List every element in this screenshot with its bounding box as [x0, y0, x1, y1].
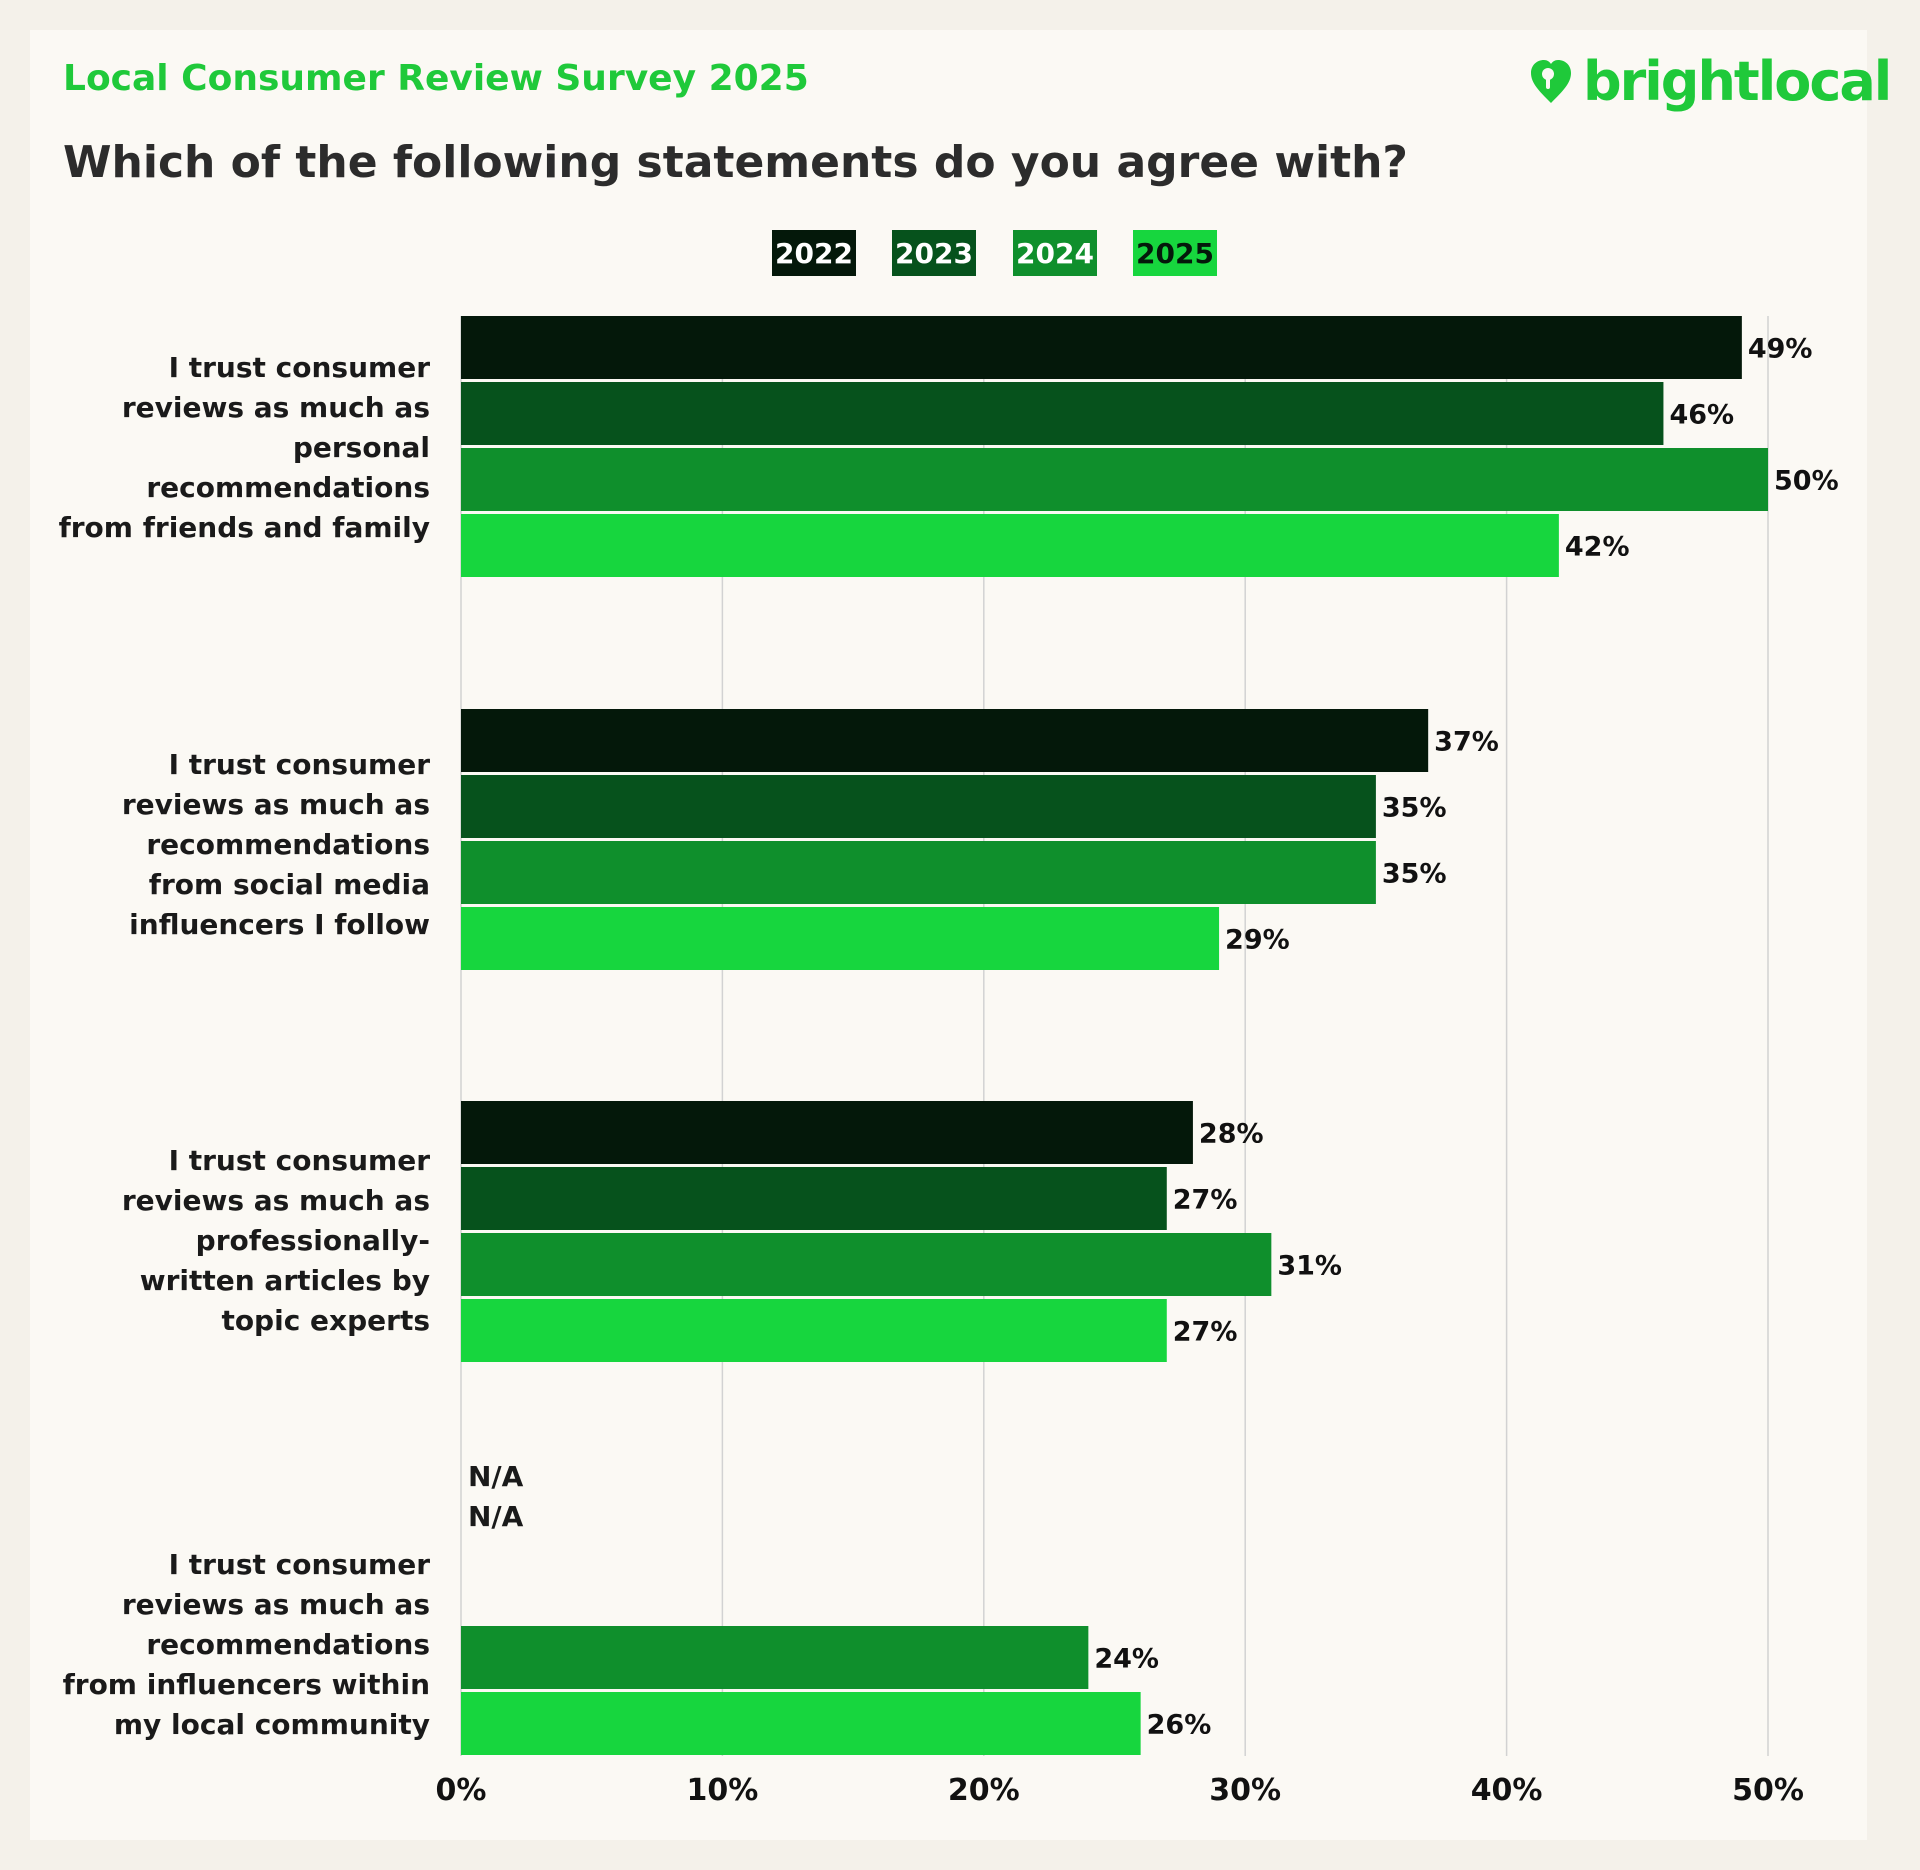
- x-tick-label: 50%: [1732, 1773, 1804, 1808]
- bar-value-label: 49%: [1748, 334, 1813, 365]
- category-label-line: I trust consumer: [168, 351, 430, 384]
- bar-2023: [461, 1167, 1167, 1230]
- bar-2024: [461, 1626, 1089, 1689]
- bar-value-label: 46%: [1669, 400, 1734, 431]
- survey-subtitle: Local Consumer Review Survey 2025: [63, 58, 809, 99]
- bar-2022: [461, 316, 1742, 379]
- chart-question: Which of the following statements do you…: [63, 137, 1408, 188]
- bar-value-label: 27%: [1173, 1317, 1238, 1348]
- bar-2025: [461, 907, 1220, 970]
- x-tick-label: 40%: [1471, 1773, 1543, 1808]
- bar-2025: [461, 1299, 1167, 1362]
- brand-logo[interactable]: brightlocal: [1525, 46, 1892, 116]
- category-label: I trust consumer reviews as much as recomm…: [40, 745, 430, 945]
- bar-2022: [461, 1101, 1193, 1164]
- bar-value-label: 26%: [1147, 1710, 1212, 1741]
- na-label: N/A: [468, 1460, 524, 1493]
- category-label-line: influencers I follow: [129, 908, 430, 941]
- x-tick-label: 30%: [1209, 1773, 1281, 1808]
- bar-2025: [461, 1692, 1141, 1755]
- x-tick-label: 20%: [948, 1773, 1020, 1808]
- category-label-line: from social media: [148, 868, 430, 901]
- category-label-line: I trust consumer: [168, 1548, 430, 1581]
- bar-2025: [461, 514, 1559, 577]
- category-label-line: reviews as much as: [121, 1184, 430, 1217]
- bar-value-label: 28%: [1199, 1119, 1264, 1150]
- bar-value-label: 37%: [1434, 727, 1499, 758]
- category-label: I trust consumer reviews as much as profes…: [40, 1141, 430, 1341]
- bar-value-label: 29%: [1225, 925, 1290, 956]
- bar-2023: [461, 775, 1376, 838]
- bar-value-label: 50%: [1774, 466, 1839, 497]
- legend-item-2024: 2024: [1013, 230, 1097, 276]
- bar-value-label: 24%: [1094, 1644, 1159, 1675]
- category-label: I trust consumer reviews as much as person…: [40, 348, 430, 548]
- category-label-line: from influencers within: [62, 1668, 430, 1701]
- bar-2024: [461, 841, 1376, 904]
- category-label-line: recommendations: [146, 828, 430, 861]
- bar-2024: [461, 448, 1768, 511]
- category-label-line: topic experts: [221, 1304, 430, 1337]
- category-label-line: I trust consumer: [168, 1144, 430, 1177]
- bar-value-label: 31%: [1277, 1251, 1342, 1282]
- category-label-line: my local community: [113, 1708, 430, 1741]
- legend-item-2025: 2025: [1133, 230, 1217, 276]
- na-label: N/A: [468, 1500, 524, 1533]
- location-heart-icon: [1531, 60, 1571, 103]
- bar-2022: [461, 709, 1429, 772]
- bar-value-label: 35%: [1382, 859, 1447, 890]
- category-label-line: personal: [292, 431, 430, 464]
- bar-value-label: 27%: [1173, 1185, 1238, 1216]
- category-label-line: professionally-: [195, 1224, 430, 1257]
- category-label-line: reviews as much as: [121, 391, 430, 424]
- legend-item-2022: 2022: [772, 230, 856, 276]
- bar-2023: [461, 382, 1664, 445]
- category-label-line: reviews as much as: [121, 1588, 430, 1621]
- x-tick-label: 10%: [686, 1773, 758, 1808]
- category-label-line: recommendations: [146, 1628, 430, 1661]
- bar-value-label: 35%: [1382, 793, 1447, 824]
- bar-2024: [461, 1233, 1272, 1296]
- category-label-line: from friends and family: [58, 511, 430, 544]
- category-label: I trust consumer reviews as much as recomm…: [40, 1545, 430, 1745]
- category-label-line: reviews as much as: [121, 788, 430, 821]
- category-label-line: written articles by: [139, 1264, 430, 1297]
- category-label-line: recommendations: [146, 471, 430, 504]
- x-tick-label: 0%: [436, 1773, 487, 1808]
- logo-text: brightlocal: [1583, 49, 1892, 113]
- legend-item-2023: 2023: [892, 230, 976, 276]
- bar-value-label: 42%: [1565, 532, 1630, 563]
- category-label-line: I trust consumer: [168, 748, 430, 781]
